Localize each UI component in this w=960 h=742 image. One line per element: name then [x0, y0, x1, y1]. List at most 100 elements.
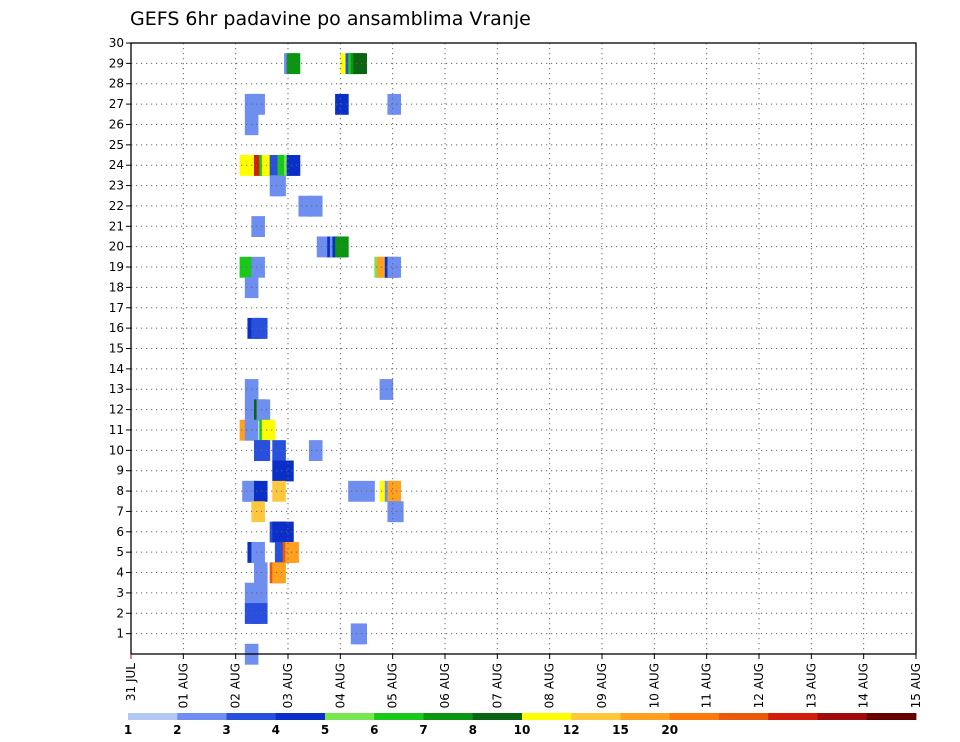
y-tick-label: 10 — [109, 443, 124, 457]
colorbar-label: 7 — [419, 723, 427, 737]
heatmap-cell — [253, 480, 268, 502]
colorbar-swatch — [817, 713, 868, 720]
heatmap-cell — [253, 562, 268, 584]
colorbar-label: 3 — [222, 723, 230, 737]
colorbar-label: 5 — [321, 723, 329, 737]
y-tick-label: 7 — [116, 504, 124, 518]
y-tick-label: 22 — [109, 199, 124, 213]
y-tick-label: 28 — [109, 77, 124, 91]
gridlines — [131, 43, 916, 654]
heatmap-cell — [256, 399, 271, 421]
colorbar-label: 8 — [469, 723, 477, 737]
y-tick-label: 29 — [109, 56, 124, 70]
x-tick-label: 31 JUL — [124, 663, 138, 701]
y-tick-label: 3 — [116, 586, 124, 600]
heatmap-cell — [387, 256, 402, 278]
y-tick-label: 13 — [109, 382, 124, 396]
x-tick-label: 05 AUG — [386, 663, 400, 708]
colorbar-swatch — [423, 713, 474, 720]
x-tick-label: 10 AUG — [647, 663, 661, 708]
y-tick-label: 11 — [109, 423, 124, 437]
y-tick-label: 2 — [116, 606, 124, 620]
colorbar-swatch — [620, 713, 671, 720]
heatmap-cell — [353, 53, 367, 75]
heatmap-cell — [361, 480, 375, 502]
y-tick-label: 17 — [109, 301, 124, 315]
heatmap-cell — [256, 440, 271, 462]
heatmap-cells — [239, 53, 404, 665]
colorbar-swatch — [226, 713, 277, 720]
colorbar-label: 4 — [272, 723, 280, 737]
x-tick-label: 14 AUG — [857, 663, 871, 708]
colorbar-swatch — [571, 713, 621, 720]
colorbar-label: 2 — [173, 723, 181, 737]
heatmap-cell — [251, 501, 265, 523]
colorbar-swatch — [472, 713, 523, 720]
heatmap-cell — [272, 440, 286, 462]
y-tick-label: 16 — [109, 321, 124, 335]
x-tick-label: 04 AUG — [333, 663, 347, 708]
x-tick-label: 12 AUG — [752, 663, 766, 708]
heatmap-cell — [316, 236, 331, 258]
colorbar-swatch — [275, 713, 326, 720]
y-tick-label: 12 — [109, 403, 124, 417]
heatmap-cell — [272, 175, 286, 197]
colorbar-swatch — [866, 713, 917, 720]
x-tick-label: 08 AUG — [543, 663, 557, 708]
x-tick-label: 03 AUG — [281, 663, 295, 708]
heatmap-cell — [253, 317, 268, 339]
colorbar-swatch — [128, 713, 178, 720]
colorbar-swatch — [669, 713, 720, 720]
heatmap-cell — [261, 419, 276, 441]
y-tick-label: 24 — [109, 158, 124, 172]
y-tick-label: 21 — [109, 219, 124, 233]
y-tick-label: 4 — [116, 566, 124, 580]
colorbar-label: 10 — [514, 723, 531, 737]
heatmap-cell — [348, 480, 362, 502]
heatmap-cell — [272, 562, 286, 584]
heatmap-cell — [253, 603, 268, 624]
colorbar-label: 1 — [124, 723, 132, 737]
colorbar-swatch — [374, 713, 424, 720]
colorbar-label: 15 — [612, 723, 629, 737]
colorbar-label: 6 — [370, 723, 378, 737]
y-tick-label: 20 — [109, 240, 124, 254]
colorbar-label: 12 — [563, 723, 580, 737]
y-tick-label: 23 — [109, 179, 124, 193]
y-axis: 1234567891011121314151617181920212223242… — [109, 36, 131, 641]
heatmap-cell — [251, 541, 265, 563]
heatmap-cell — [298, 195, 313, 217]
colorbar-swatch — [522, 713, 572, 720]
colorbar-swatch — [719, 713, 769, 720]
y-tick-label: 26 — [109, 117, 124, 131]
chart-title: GEFS 6hr padavine po ansamblima Vranje — [130, 8, 531, 30]
colorbar-swatch — [325, 713, 375, 720]
x-tick-label: 09 AUG — [595, 663, 609, 708]
heatmap-cell — [251, 216, 265, 237]
heatmap-cell — [286, 53, 301, 75]
y-tick-label: 19 — [109, 260, 124, 274]
x-tick-label: 01 AUG — [176, 663, 190, 708]
heatmap-cell — [387, 93, 402, 115]
y-tick-label: 14 — [109, 362, 124, 376]
x-tick-label: 13 AUG — [804, 663, 818, 708]
y-tick-label: 30 — [109, 36, 124, 50]
colorbar-label: 20 — [661, 723, 678, 737]
x-tick-label: 02 AUG — [229, 663, 243, 708]
heatmap-cell — [251, 256, 265, 278]
y-tick-label: 9 — [116, 464, 124, 478]
heatmap-cell — [272, 480, 286, 502]
x-tick-label: 11 AUG — [700, 663, 714, 708]
y-tick-label: 25 — [109, 138, 124, 152]
x-axis: 31 JUL 01 AUG 02 AUG 03 AUG 04 AUG 05 AUG 06 A… — [124, 654, 923, 708]
y-tick-label: 1 — [116, 627, 124, 641]
colorbar-legend: 1 2 3 4 5 6 7 8 10 12 15 20 — [124, 713, 917, 737]
y-tick-label: 18 — [109, 280, 124, 294]
colorbar-swatch — [177, 713, 227, 720]
y-tick-label: 27 — [109, 97, 124, 111]
y-tick-label: 15 — [109, 342, 124, 356]
x-tick-label: 06 AUG — [438, 663, 452, 708]
x-tick-label: 15 AUG — [909, 663, 923, 708]
heatmap-cell — [353, 623, 367, 645]
